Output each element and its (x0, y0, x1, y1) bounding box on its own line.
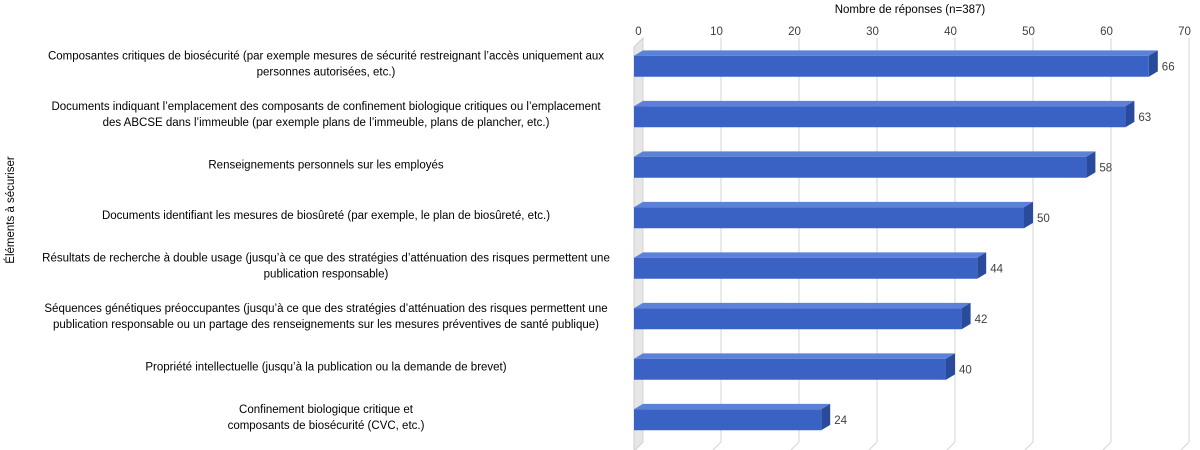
bar-top-face (634, 302, 971, 309)
bar-top-face (634, 252, 987, 258)
gridline-floor (790, 441, 800, 450)
data-label: 40 (959, 364, 972, 376)
bar-top-face (634, 50, 1158, 56)
category-label-line: Documents indiquant l’emplacement des co… (51, 101, 601, 113)
bar (634, 50, 1158, 77)
category-label: Propriété intellectuelle (jusqu’à la pub… (145, 361, 506, 373)
bar-side-face (821, 403, 831, 431)
category-label: Résultats de recherche à double usage (j… (42, 252, 610, 280)
category-label: Renseignements personnels sur les employ… (208, 159, 443, 171)
category-label-line: Confinement biologique critique et (239, 404, 414, 416)
bar (634, 403, 831, 431)
category-labels: Composantes critiques de biosécurité (pa… (42, 50, 610, 432)
bars (634, 50, 1158, 431)
chart-back-wall (633, 36, 644, 450)
category-label: Documents identifiant les mesures de bio… (102, 210, 550, 222)
bar-front-face (634, 358, 946, 380)
x-axis-title: Nombre de réponses (n=387) (835, 4, 986, 16)
data-labels: 66 63 58 50 44 42 40 24 (834, 61, 1174, 427)
bar-front-face (634, 106, 1126, 128)
bar-front-face (634, 308, 962, 330)
bar-side-face (1125, 100, 1135, 128)
data-label: 42 (975, 314, 988, 326)
category-label-line: publication responsable ou un partage de… (53, 319, 599, 331)
x-tick-label: 40 (944, 26, 957, 38)
bar (634, 151, 1096, 178)
category-label-line: personnes autorisées, etc.) (257, 66, 396, 78)
bar (634, 100, 1135, 128)
bar-side-face (1148, 50, 1158, 77)
bar-side-face (1024, 201, 1033, 229)
data-label: 44 (990, 263, 1003, 275)
category-label-line: Composantes critiques de biosécurité (pa… (48, 50, 604, 62)
bar (634, 302, 971, 330)
data-label: 50 (1037, 213, 1050, 225)
category-label: Composantes critiques de biosécurité (pa… (48, 50, 604, 78)
category-label: Documents indiquant l’emplacement des co… (51, 101, 601, 129)
data-label: 66 (1162, 61, 1175, 73)
category-label-line: Renseignements personnels sur les employ… (208, 159, 443, 171)
category-label-line: publication responsable) (264, 268, 389, 280)
category-label: Confinement biologique critique et compos… (228, 404, 425, 432)
grid-lines (634, 38, 1190, 450)
x-tick-label: 0 (635, 26, 641, 38)
bar-top-face (634, 353, 955, 359)
bar-side-face (977, 252, 987, 279)
bar-side-face (1086, 151, 1096, 178)
category-label-line: Résultats de recherche à double usage (j… (42, 252, 610, 264)
gridline-floor (1024, 441, 1034, 450)
category-label-line: des ABCSE dans l’immeuble (par exemple p… (103, 117, 550, 129)
x-tick-label: 50 (1022, 26, 1035, 38)
gridline-floor (946, 441, 956, 450)
x-tick-label: 30 (866, 26, 879, 38)
bar-side-face (946, 353, 955, 380)
category-label-line: Documents identifiant les mesures de bio… (102, 210, 550, 222)
x-tick-label: 60 (1100, 26, 1113, 38)
data-label: 24 (834, 415, 847, 427)
category-label-line: Propriété intellectuelle (jusqu’à la pub… (145, 361, 506, 373)
bar-front-face (634, 409, 822, 431)
data-label: 63 (1138, 112, 1151, 124)
bar (634, 353, 955, 380)
bar-front-face (634, 207, 1024, 229)
bar-top-face (634, 151, 1096, 157)
bar-top-face (634, 201, 1033, 208)
y-axis-title: Éléments à sécuriser (4, 156, 17, 264)
bar (634, 252, 987, 279)
gridline-floor (1102, 441, 1112, 450)
x-tick-labels: 0 10 20 30 40 50 60 70 (635, 26, 1191, 38)
category-label-line: Séquences génétiques préoccupantes (jusq… (44, 303, 607, 315)
category-label-line: composants de biosécurité (CVC, etc.) (228, 420, 425, 432)
bar (634, 201, 1033, 229)
category-label: Séquences génétiques préoccupantes (jusq… (44, 303, 607, 331)
bar-front-face (634, 55, 1149, 77)
x-tick-label: 70 (1178, 26, 1191, 38)
gridline-floor (712, 441, 722, 450)
bar-front-face (634, 156, 1087, 178)
gridline-floor (868, 441, 878, 450)
x-tick-label: 20 (788, 26, 801, 38)
bar-front-face (634, 257, 978, 279)
gridline-floor (1180, 441, 1190, 450)
bar-side-face (961, 302, 971, 330)
data-label: 58 (1099, 162, 1112, 174)
x-tick-label: 10 (710, 26, 723, 38)
bar-top-face (634, 100, 1135, 107)
chart-left-wall (633, 36, 644, 450)
bar-top-face (634, 403, 831, 410)
